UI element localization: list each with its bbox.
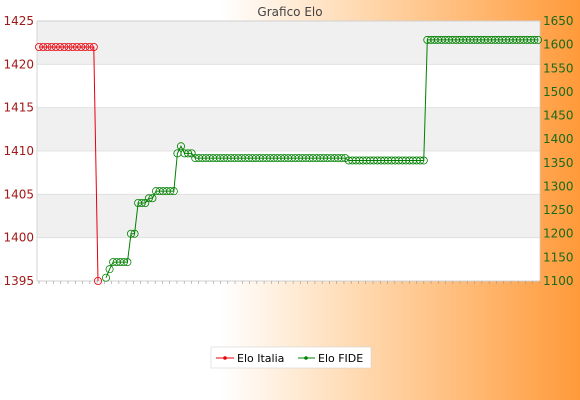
plot-border [36,20,541,282]
legend-box [210,346,372,369]
right-tick-label: 1150 [543,250,574,264]
legend-label-elo-fide: Elo FIDE [318,352,363,365]
left-tick-label: 1420 [3,57,34,71]
point-elo-fide [119,258,128,267]
point-elo-fide [416,156,425,165]
point-elo-italia [68,43,77,52]
point-elo-fide [176,142,185,151]
right-axis: 1100 1150 1200 1250 1300 1350 1400 1450 1500 1550… [543,14,574,288]
plot-band [37,21,540,65]
point-elo-italia [43,43,52,52]
plot-band [37,107,540,151]
line-elo-fide [105,39,538,278]
point-elo-fide [166,187,175,196]
right-tick-label: 1250 [543,203,574,217]
right-tick-label: 1400 [543,132,574,146]
point-elo-fide [169,187,178,196]
right-tick-label: 1600 [543,38,574,52]
point-elo-fide [102,273,111,282]
point-elo-italia [35,43,44,52]
legend-dot-elo-fide [304,356,308,360]
line-elo-italia [39,46,99,282]
right-tick-label: 1100 [543,274,574,288]
right-tick-label: 1550 [543,61,574,75]
point-elo-fide [126,229,135,238]
grid-lines [36,20,541,282]
left-tick-label: 1425 [3,14,34,28]
legend-item-elo-italia: Elo Italia [216,352,284,365]
legend-item-elo-fide: Elo FIDE [298,352,363,365]
point-elo-italia [72,43,81,52]
left-axis: 1395 1400 1405 1410 1415 1420 1425 [3,14,34,288]
series-elo-fide [102,35,543,282]
point-elo-italia [56,43,65,52]
point-elo-italia [47,43,56,52]
left-tick-label: 1395 [3,274,34,288]
point-elo-fide [534,35,543,44]
left-tick-label: 1400 [3,231,34,245]
point-elo-fide [137,198,146,207]
point-elo-fide [105,265,114,274]
point-elo-italia [94,276,103,285]
series-elo-italia [35,43,103,285]
right-tick-label: 1300 [543,179,574,193]
left-tick-label: 1410 [3,144,34,158]
point-elo-fide [130,229,139,238]
point-elo-italia [39,43,48,52]
point-elo-italia [81,43,90,52]
point-elo-fide [148,194,157,203]
point-elo-fide [123,258,132,267]
left-tick-label: 1415 [3,101,34,115]
right-tick-label: 1200 [543,227,574,241]
plot-band [37,194,540,238]
point-elo-italia [85,43,94,52]
point-elo-italia [60,43,69,52]
point-elo-fide [337,154,346,163]
point-elo-fide [530,35,539,44]
right-tick-label: 1450 [543,109,574,123]
point-elo-fide [144,194,153,203]
point-elo-italia [77,43,86,52]
point-elo-fide [184,149,193,158]
point-elo-italia [89,43,98,52]
right-tick-label: 1650 [543,14,574,28]
point-elo-fide [419,156,428,165]
point-elo-italia [51,43,60,52]
right-tick-label: 1350 [543,156,574,170]
legend-label-elo-italia: Elo Italia [237,352,284,365]
chart-title: Grafico Elo [257,5,322,19]
x-axis-ticks [38,281,541,284]
point-elo-italia [64,43,73,52]
right-tick-label: 1500 [543,85,574,99]
left-tick-label: 1405 [3,187,34,201]
legend: Elo Italia Elo FIDE [210,346,372,369]
legend-dot-elo-italia [223,356,227,360]
